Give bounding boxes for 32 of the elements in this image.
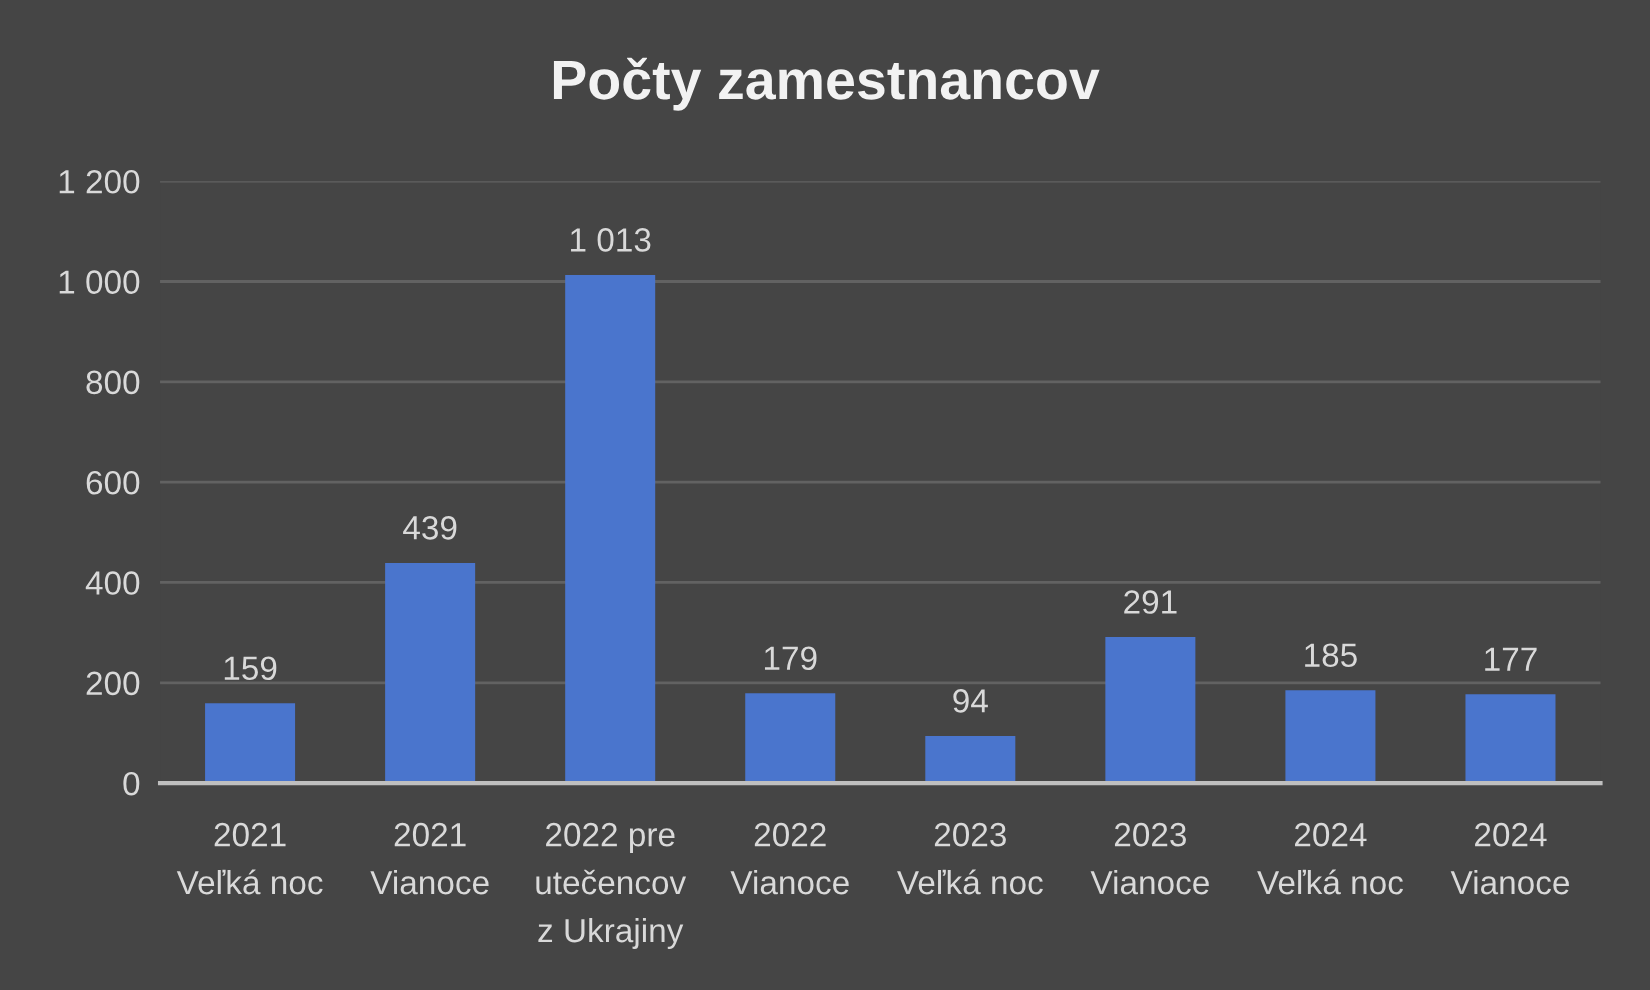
data-label: 179	[764, 646, 817, 671]
y-tick-label: 0	[123, 771, 140, 796]
bar	[1105, 637, 1196, 784]
y-tick-label: 1 200	[59, 169, 140, 194]
x-tick-label: 2021 Veľká noc	[176, 822, 323, 895]
y-tick-label: 1 000	[59, 270, 140, 294]
x-tick-label: 2022 Vianoce	[730, 822, 849, 895]
bar	[565, 274, 656, 784]
x-tick-label: 2024 Vianoce	[1450, 822, 1569, 895]
bar	[925, 735, 1016, 784]
bar	[205, 703, 296, 784]
data-label: 159	[224, 656, 277, 681]
bar	[1465, 694, 1556, 784]
y-tick-label: 200	[86, 671, 140, 696]
bar	[385, 562, 476, 784]
data-label: 1 013	[571, 228, 651, 252]
data-label: 177	[1485, 647, 1537, 671]
data-label: 439	[403, 516, 457, 540]
x-tick-label: 2022 pre utečencov z Ukrajiny	[536, 822, 687, 950]
data-label: 185	[1305, 643, 1357, 668]
y-tick-label: 800	[86, 370, 140, 395]
y-tick-label: 600	[86, 470, 140, 495]
x-tick-label: 2021 Vianoce	[370, 822, 489, 895]
x-tick-label: 2024 Veľká noc	[1257, 822, 1403, 895]
data-label: 94	[953, 689, 988, 713]
y-tick-label: 400	[85, 571, 140, 595]
data-label: 291	[1124, 590, 1177, 614]
bar	[745, 693, 836, 784]
chart-title: Počty zamestnancov	[553, 57, 1100, 111]
x-tick-label: 2023 Veľká noc	[897, 822, 1043, 895]
bar	[1285, 690, 1376, 784]
x-tick-label: 2023 Vianoce	[1090, 822, 1209, 895]
